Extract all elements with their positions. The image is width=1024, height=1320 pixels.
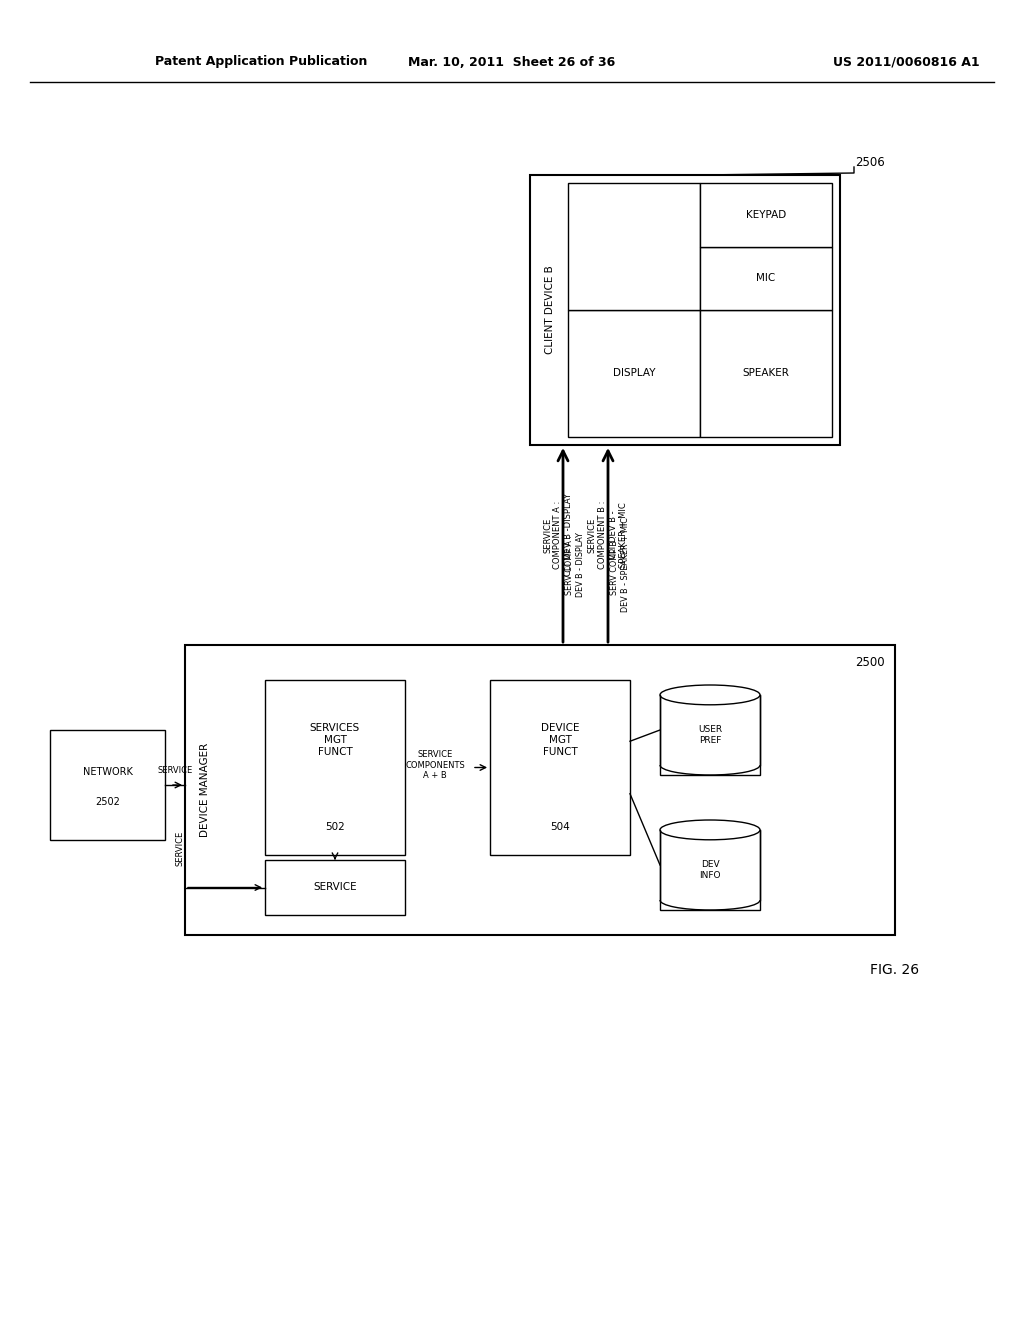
- Text: FIG. 26: FIG. 26: [870, 964, 920, 977]
- Text: Mar. 10, 2011  Sheet 26 of 36: Mar. 10, 2011 Sheet 26 of 36: [409, 55, 615, 69]
- Text: 504: 504: [550, 822, 570, 832]
- Text: 2502: 2502: [95, 797, 120, 807]
- Bar: [660, 830, 760, 909]
- Text: SERVICES
MGT
FUNCT: SERVICES MGT FUNCT: [310, 723, 360, 756]
- Text: 2506: 2506: [855, 157, 885, 169]
- Bar: [700, 310, 831, 437]
- Text: SPEAKER: SPEAKER: [742, 368, 790, 379]
- Bar: [185, 645, 895, 935]
- Bar: [568, 310, 700, 437]
- Text: USER
PREF: USER PREF: [698, 725, 722, 744]
- Text: CLIENT DEVICE B: CLIENT DEVICE B: [545, 265, 555, 354]
- Bar: [530, 176, 840, 445]
- Text: NETWORK: NETWORK: [83, 767, 132, 777]
- Text: DEVICE
MGT
FUNCT: DEVICE MGT FUNCT: [541, 723, 580, 756]
- Text: 2500: 2500: [855, 656, 885, 669]
- Ellipse shape: [660, 820, 760, 840]
- Text: SERVICE: SERVICE: [313, 883, 356, 892]
- Ellipse shape: [660, 685, 760, 705]
- Bar: [700, 183, 831, 247]
- Text: SERV COMP A :
DEV B - DISPLAY: SERV COMP A : DEV B - DISPLAY: [565, 532, 585, 598]
- Text: DEVICE MANAGER: DEVICE MANAGER: [200, 743, 210, 837]
- Text: 502: 502: [326, 822, 345, 832]
- Bar: [265, 680, 406, 855]
- Text: SERVICE: SERVICE: [158, 766, 193, 775]
- Text: SERVICE
COMPONENTS
A + B: SERVICE COMPONENTS A + B: [406, 750, 465, 780]
- Text: MIC: MIC: [757, 273, 775, 284]
- Bar: [50, 730, 165, 840]
- Bar: [660, 694, 760, 775]
- Text: US 2011/0060816 A1: US 2011/0060816 A1: [834, 55, 980, 69]
- Bar: [700, 247, 831, 310]
- Text: SERVICE: SERVICE: [175, 830, 184, 866]
- Text: DISPLAY: DISPLAY: [612, 368, 655, 379]
- Text: KEYPAD: KEYPAD: [745, 210, 786, 219]
- Text: DEV
INFO: DEV INFO: [699, 861, 721, 879]
- Bar: [568, 183, 700, 310]
- Text: Patent Application Publication: Patent Application Publication: [155, 55, 368, 69]
- Bar: [490, 680, 630, 855]
- Text: SERVICE
COMPONENT A :
CLT DEV B -DISPLAY: SERVICE COMPONENT A : CLT DEV B -DISPLAY: [543, 494, 572, 577]
- Text: SERVICE
COMPONENT B :
CLT DEV B -
SPEAKER + MIC: SERVICE COMPONENT B : CLT DEV B - SPEAKE…: [588, 500, 628, 569]
- Text: SERV COMP B :
DEV B - SPEAKER + MIC: SERV COMP B : DEV B - SPEAKER + MIC: [610, 517, 630, 612]
- Bar: [265, 861, 406, 915]
